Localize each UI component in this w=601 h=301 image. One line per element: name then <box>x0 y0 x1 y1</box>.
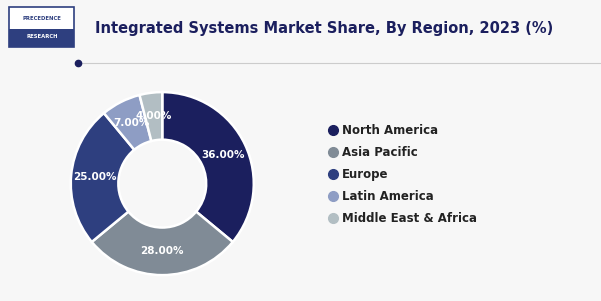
Text: 28.00%: 28.00% <box>141 246 184 256</box>
FancyBboxPatch shape <box>9 7 75 47</box>
Text: 36.00%: 36.00% <box>202 150 245 160</box>
Wedge shape <box>104 95 151 150</box>
Text: Integrated Systems Market Share, By Region, 2023 (%): Integrated Systems Market Share, By Regi… <box>95 21 553 36</box>
Text: 7.00%: 7.00% <box>114 118 150 128</box>
Wedge shape <box>139 92 162 141</box>
Wedge shape <box>92 212 233 275</box>
Text: 4.00%: 4.00% <box>136 111 172 121</box>
Wedge shape <box>162 92 254 242</box>
Text: RESEARCH: RESEARCH <box>26 34 58 39</box>
FancyBboxPatch shape <box>9 29 75 47</box>
Legend: North America, Asia Pacific, Europe, Latin America, Middle East & Africa: North America, Asia Pacific, Europe, Lat… <box>331 124 477 225</box>
Text: PRECEDENCE: PRECEDENCE <box>22 16 61 21</box>
Wedge shape <box>71 113 134 242</box>
Text: 25.00%: 25.00% <box>73 172 117 182</box>
